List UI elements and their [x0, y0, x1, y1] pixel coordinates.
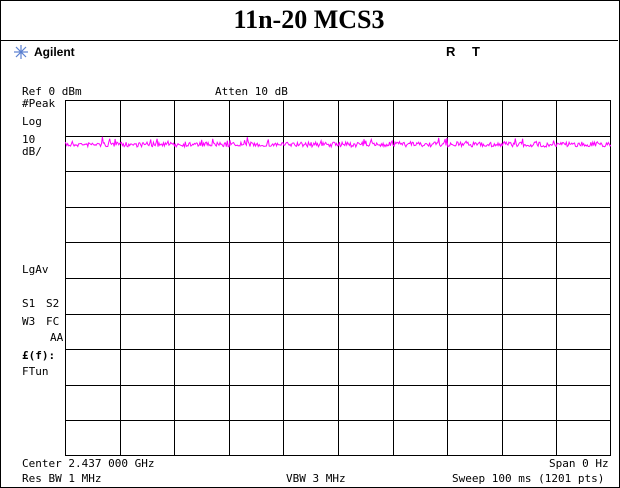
status-t: T	[472, 44, 480, 59]
s2-label: S2	[46, 297, 60, 310]
span-label: Span 0 Hz	[549, 457, 609, 470]
center-frequency-label: Center 2.437 000 GHz	[22, 457, 155, 470]
status-r: R	[446, 44, 456, 59]
scale-unit-label: dB/	[22, 145, 42, 158]
w3-label: W3	[22, 315, 36, 328]
ftun-label: FTun	[22, 365, 49, 378]
plot-title: 11n-20 MCS3	[233, 5, 385, 34]
starburst-icon	[14, 45, 28, 59]
brand-logo: Agilent	[14, 45, 75, 59]
detector-label: #Peak	[22, 97, 56, 110]
spectrum-grid	[65, 100, 611, 456]
title-bar: 11n-20 MCS3	[0, 0, 618, 41]
vbw-label: VBW 3 MHz	[286, 472, 346, 485]
ref-level-label: Ref 0 dBm	[22, 85, 82, 98]
fc-label: FC	[46, 315, 60, 328]
sweep-label: Sweep 100 ms (1201 pts)	[452, 472, 605, 485]
aa-label: AA	[50, 331, 64, 344]
rbw-label: Res BW 1 MHz	[22, 472, 102, 485]
attenuation-label: Atten 10 dB	[215, 85, 288, 98]
averaging-label: LgAv	[22, 263, 49, 276]
spectrum-display	[65, 100, 611, 456]
brand-name: Agilent	[34, 45, 75, 59]
ef-label: £(f):	[22, 349, 56, 362]
s1-label: S1	[22, 297, 36, 310]
scale-type-label: Log	[22, 115, 42, 128]
scale-value-label: 10	[22, 133, 36, 146]
trace-line	[65, 136, 611, 149]
